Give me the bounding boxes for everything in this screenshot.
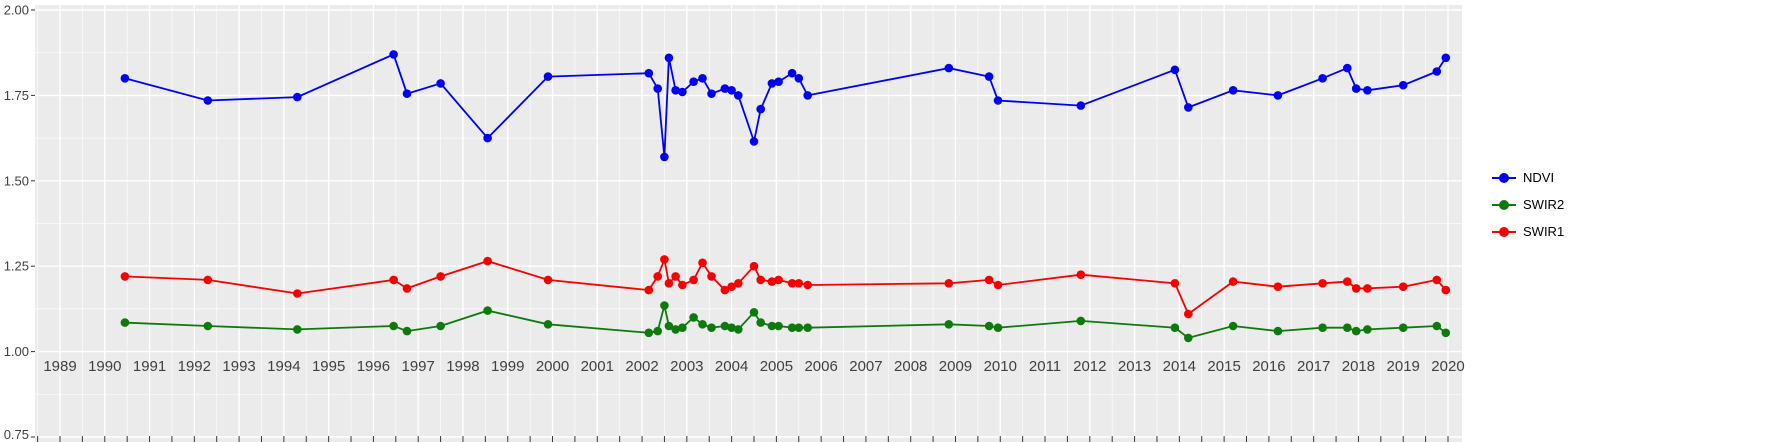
- chart-legend: NDVI SWIR2 SWIR1: [1492, 164, 1564, 245]
- legend-label-swir2: SWIR2: [1523, 197, 1565, 212]
- svg-text:2013: 2013: [1118, 358, 1151, 375]
- svg-text:2001: 2001: [581, 358, 614, 375]
- legend-marker-swir2: [1492, 198, 1516, 212]
- svg-text:1991: 1991: [133, 358, 166, 375]
- svg-text:1.00: 1.00: [4, 344, 29, 359]
- svg-text:2000: 2000: [536, 358, 569, 375]
- svg-text:2005: 2005: [760, 358, 793, 375]
- svg-text:2014: 2014: [1163, 358, 1196, 375]
- svg-text:2010: 2010: [984, 358, 1017, 375]
- svg-text:1996: 1996: [357, 358, 390, 375]
- svg-text:1992: 1992: [178, 358, 211, 375]
- legend-dot-icon: [1499, 226, 1509, 237]
- svg-text:1994: 1994: [267, 358, 300, 375]
- svg-text:2009: 2009: [939, 358, 972, 375]
- svg-text:2018: 2018: [1342, 358, 1375, 375]
- svg-text:1995: 1995: [312, 358, 345, 375]
- legend-item-swir2: SWIR2: [1492, 191, 1564, 218]
- svg-text:2015: 2015: [1207, 358, 1240, 375]
- legend-item-swir1: SWIR1: [1492, 218, 1564, 245]
- svg-text:1.25: 1.25: [4, 259, 29, 274]
- legend-label-swir1: SWIR1: [1523, 224, 1565, 239]
- svg-text:2012: 2012: [1073, 358, 1106, 375]
- svg-text:1989: 1989: [43, 358, 76, 375]
- svg-text:2003: 2003: [670, 358, 703, 375]
- legend-marker-ndvi: [1492, 171, 1516, 185]
- svg-text:2007: 2007: [849, 358, 882, 375]
- svg-text:2019: 2019: [1387, 358, 1420, 375]
- svg-text:2016: 2016: [1252, 358, 1285, 375]
- svg-text:2020: 2020: [1431, 358, 1464, 375]
- svg-text:1.50: 1.50: [4, 173, 29, 188]
- svg-text:2.00: 2.00: [4, 3, 29, 18]
- svg-text:2017: 2017: [1297, 358, 1330, 375]
- svg-text:1997: 1997: [402, 358, 435, 375]
- legend-dot-icon: [1499, 199, 1509, 210]
- svg-text:1993: 1993: [222, 358, 255, 375]
- svg-text:0.75: 0.75: [4, 427, 29, 442]
- svg-text:2004: 2004: [715, 358, 748, 375]
- svg-text:1990: 1990: [88, 358, 121, 375]
- svg-text:1998: 1998: [446, 358, 479, 375]
- svg-text:2002: 2002: [625, 358, 658, 375]
- legend-marker-swir1: [1492, 225, 1516, 239]
- legend-label-ndvi: NDVI: [1523, 170, 1555, 185]
- svg-text:1.75: 1.75: [4, 88, 29, 103]
- svg-text:2008: 2008: [894, 358, 927, 375]
- legend-item-ndvi: NDVI: [1492, 164, 1564, 191]
- svg-text:1999: 1999: [491, 358, 524, 375]
- svg-text:2006: 2006: [804, 358, 837, 375]
- legend-dot-icon: [1499, 172, 1509, 183]
- svg-text:2011: 2011: [1029, 358, 1061, 375]
